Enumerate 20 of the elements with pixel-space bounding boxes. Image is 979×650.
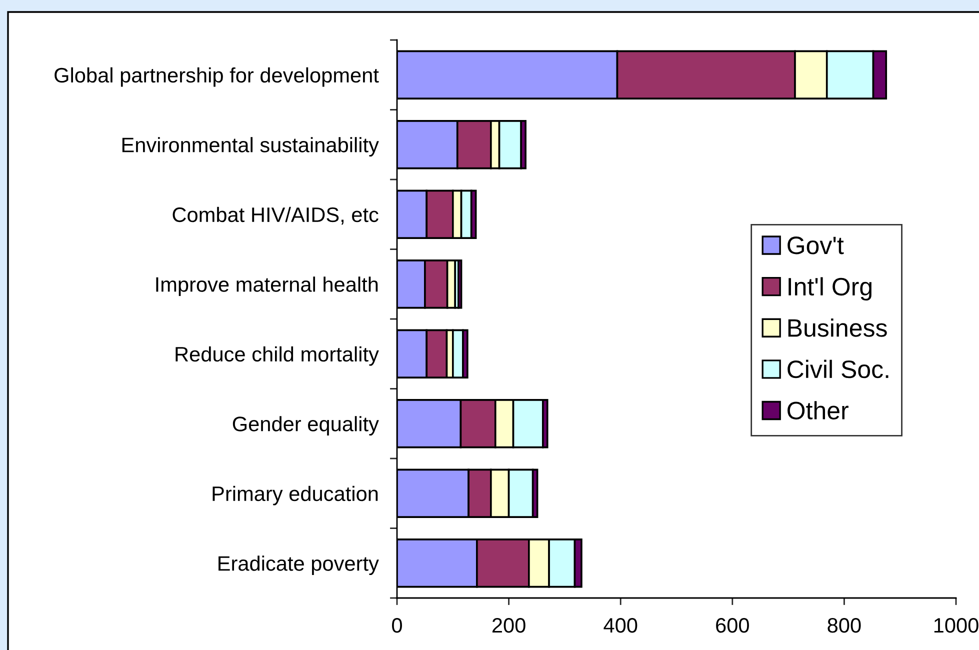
x-tick-label: 600 xyxy=(716,618,749,633)
x-tick-label: 400 xyxy=(604,618,638,633)
legend-label: Business xyxy=(788,318,887,337)
y-tick-label: Environmental sustainability xyxy=(122,137,379,156)
y-tick-label: Improve maternal health xyxy=(156,276,378,296)
y-tick-label: Combat HIV/AIDS, etc xyxy=(172,206,378,225)
legend-label: Gov't xyxy=(788,236,844,254)
x-tick-label: 1000 xyxy=(934,618,978,633)
legend-label: Int'l Org xyxy=(788,277,872,301)
y-tick-label: Global partnership for development xyxy=(54,67,379,87)
y-tick-label: Gender equality xyxy=(232,416,379,436)
x-tick-label: 200 xyxy=(492,618,526,633)
x-tick-label: 0 xyxy=(392,618,402,633)
y-tick-label: Reduce child mortality xyxy=(176,346,379,366)
bar xyxy=(458,260,462,309)
y-tick-label: Primary education xyxy=(212,486,378,506)
legend-label: Other xyxy=(788,401,848,420)
x-tick-label: 800 xyxy=(828,618,861,633)
legend-label: Civil Soc. xyxy=(788,360,888,378)
y-tick-label: Eradicate poverty xyxy=(218,556,379,575)
